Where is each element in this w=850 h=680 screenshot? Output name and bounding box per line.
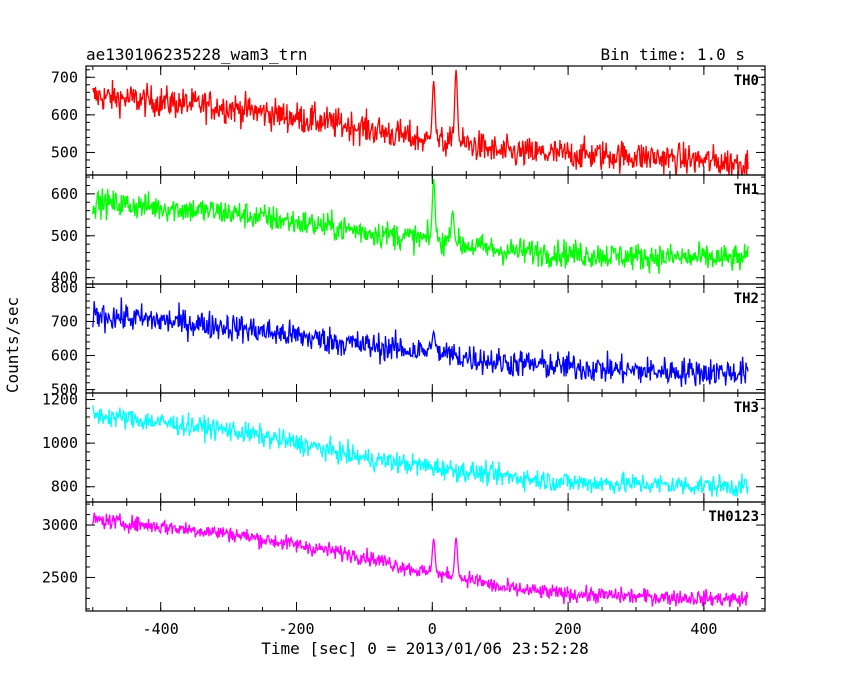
x-axis: -400 -200 0 200 400 <box>143 620 718 638</box>
series-line-th2 <box>92 297 749 387</box>
y-tick-label: 600 <box>51 185 78 203</box>
y-tick-label: 400 <box>51 269 78 287</box>
panel-th0123: 2500 3000 TH0123 <box>42 501 766 612</box>
y-tick-label: 700 <box>51 68 78 86</box>
chart-title: ae130106235228_wam3_trn <box>86 45 308 64</box>
x-tick-label: 0 <box>428 620 437 638</box>
x-tick-label: -400 <box>143 620 179 638</box>
y-tick-label: 1000 <box>42 434 78 452</box>
series-line-th0123 <box>92 512 749 608</box>
panel-th2: 500 600 700 800 TH2 <box>51 278 766 399</box>
y-tick-label: 500 <box>51 227 78 245</box>
series-line-th1 <box>92 179 749 275</box>
y-tick-label: 800 <box>51 278 78 296</box>
bin-time-label: Bin time: 1.0 s <box>601 45 746 64</box>
y-tick-label: 600 <box>51 347 78 365</box>
panel-name-th0: TH0 <box>734 73 759 89</box>
series-line-th0 <box>92 69 749 175</box>
series-line-th3 <box>92 405 749 497</box>
x-tick-label: -200 <box>278 620 314 638</box>
y-tick-label: 1200 <box>42 391 78 409</box>
panels-group: 500 600 700 TH0 400 500 600 TH1 500 600 700 800 TH2 8… <box>42 65 766 612</box>
panel-th0: 500 600 700 TH0 <box>51 65 766 176</box>
panel-name-th0123: TH0123 <box>708 509 759 525</box>
x-axis-label: Time [sec] 0 = 2013/01/06 23:52:28 <box>261 639 589 658</box>
y-tick-label: 500 <box>51 381 78 399</box>
y-tick-label: 2500 <box>42 568 78 586</box>
y-tick-label: 600 <box>51 106 78 124</box>
panel-name-th2: TH2 <box>734 291 759 307</box>
x-tick-label: 400 <box>690 620 717 638</box>
x-tick-label: 200 <box>555 620 582 638</box>
y-axis-label: Counts/sec <box>3 297 22 393</box>
panel-frame <box>85 392 766 503</box>
panel-th3: 800 1000 1200 TH3 <box>42 391 766 503</box>
y-tick-label: 800 <box>51 478 78 496</box>
y-tick-label: 3000 <box>42 516 78 534</box>
y-tick-label: 500 <box>51 143 78 161</box>
y-tick-label: 700 <box>51 312 78 330</box>
panel-frame <box>85 174 766 285</box>
panel-name-th1: TH1 <box>734 182 759 198</box>
panel-th1: 400 500 600 TH1 <box>51 174 766 287</box>
panel-name-th3: TH3 <box>734 400 759 416</box>
